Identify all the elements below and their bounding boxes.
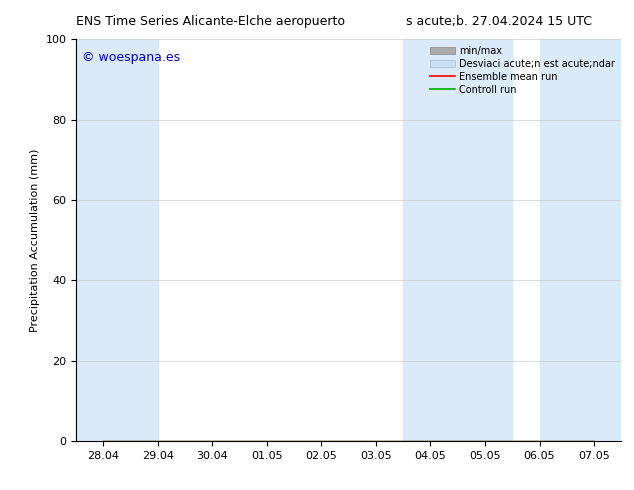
Bar: [403, 39, 512, 441]
Bar: [540, 39, 621, 441]
Text: © woespana.es: © woespana.es: [82, 51, 179, 64]
Text: ENS Time Series Alicante-Elche aeropuerto: ENS Time Series Alicante-Elche aeropuert…: [76, 15, 345, 28]
Text: s acute;b. 27.04.2024 15 UTC: s acute;b. 27.04.2024 15 UTC: [406, 15, 592, 28]
Y-axis label: Precipitation Accumulation (mm): Precipitation Accumulation (mm): [30, 148, 40, 332]
Legend: min/max, Desviaci acute;n est acute;ndar, Ensemble mean run, Controll run: min/max, Desviaci acute;n est acute;ndar…: [429, 44, 616, 97]
Bar: [76, 39, 158, 441]
